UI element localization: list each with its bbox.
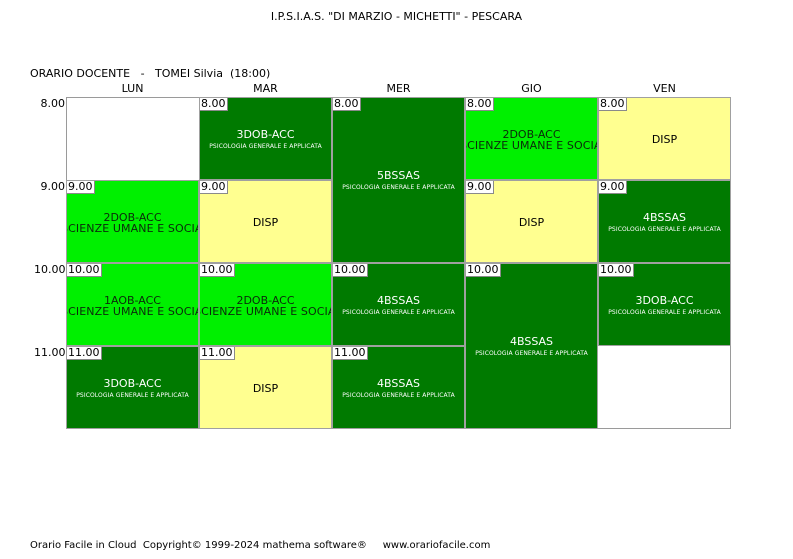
lesson-cell[interactable]: 11.00 DISP <box>199 346 332 429</box>
cell-time-tag: 8.00 <box>466 97 494 111</box>
cell-subject-label: SCIENZE UMANE E SOCIALI <box>67 304 198 318</box>
cell-subject-label: PSICOLOGIA GENERALE E APPLICATA <box>76 391 189 399</box>
lesson-cell[interactable]: 9.00 DISP <box>465 180 598 263</box>
cell-time-tag: 10.00 <box>466 263 501 277</box>
cell-class-label: 2DOB-ACC <box>502 127 561 141</box>
lesson-cell[interactable]: 10.00 1AOB-ACCSCIENZE UMANE E SOCIALI <box>66 263 199 346</box>
cell-time-tag: 8.00 <box>333 97 361 111</box>
footer-copyright: Orario Facile in Cloud Copyright© 1999-2… <box>30 540 491 551</box>
lesson-cell[interactable]: 8.00 2DOB-ACCSCIENZE UMANE E SOCIALI <box>465 97 598 180</box>
cell-class-label: 2DOB-ACC <box>236 293 295 307</box>
cell-time-tag: 9.00 <box>67 180 95 194</box>
cell-subject-label: PSICOLOGIA GENERALE E APPLICATA <box>209 142 322 150</box>
lesson-cell[interactable]: 8.00 3DOB-ACC PSICOLOGIA GENERALE E APPLIC… <box>199 97 332 180</box>
lesson-cell[interactable]: 8.00 DISP <box>598 97 731 180</box>
cell-class-label: DISP <box>252 215 279 229</box>
lesson-cell[interactable]: 9.00 2DOB-ACCSCIENZE UMANE E SOCIALI <box>66 180 199 263</box>
cell-class-label: 1AOB-ACC <box>104 293 161 307</box>
cell-subject-label: SCIENZE UMANE E SOCIALI <box>67 221 198 235</box>
lesson-cell[interactable]: 10.00 4BSSAS PSICOLOGIA GENERALE E APPLICA… <box>332 263 465 346</box>
hour-label: 11.00 <box>34 346 66 359</box>
cell-subject-label: SCIENZE UMANE E SOCIALI <box>200 304 331 318</box>
cell-subject-label: PSICOLOGIA GENERALE E APPLICATA <box>342 184 455 191</box>
cell-class-label: 3DOB-ACC <box>103 376 162 390</box>
hour-label: 8.00 <box>40 97 66 110</box>
teacher-heading: ORARIO DOCENTE - TOMEI Silvia (18:00) <box>30 67 271 80</box>
cell-time-tag: 9.00 <box>599 180 627 194</box>
lesson-cell[interactable]: 11.00 4BSSAS PSICOLOGIA GENERALE E APPLICA… <box>332 346 465 429</box>
lesson-cell[interactable]: 9.00 DISP <box>199 180 332 263</box>
cell-class-label: DISP <box>252 381 279 395</box>
cell-subject-label: SCIENZE UMANE E SOCIALI <box>466 138 597 152</box>
day-header-mer: MER <box>386 82 411 95</box>
cell-class-label: 5BSSAS <box>376 169 421 182</box>
cell-subject-label: PSICOLOGIA GENERALE E APPLICATA <box>342 391 455 399</box>
cell-time-tag: 8.00 <box>599 97 627 111</box>
cell-time-tag: 10.00 <box>333 263 368 277</box>
cell-time-tag: 9.00 <box>466 180 494 194</box>
lesson-cell[interactable]: 8.00 5BSSAS PSICOLOGIA GENERALE E APPLICAT… <box>332 97 465 263</box>
cell-class-label: 4BSSAS <box>376 293 421 307</box>
school-title: I.P.S.I.A.S. "DI MARZIO - MICHETTI" - PE… <box>270 10 523 23</box>
cell-subject-label: PSICOLOGIA GENERALE E APPLICATA <box>608 308 721 316</box>
lesson-cell[interactable]: 11.00 3DOB-ACC PSICOLOGIA GENERALE E APPLI… <box>66 346 199 429</box>
cell-class-label: 4BSSAS <box>376 376 421 390</box>
cell-time-tag: 11.00 <box>200 346 235 360</box>
day-header-gio: GIO <box>521 82 542 95</box>
lesson-cell[interactable]: 10.00 3DOB-ACC PSICOLOGIA GENERALE E APPLI… <box>598 263 731 346</box>
cell-time-tag: 10.00 <box>599 263 634 277</box>
cell-class-label: DISP <box>518 215 545 229</box>
cell-subject-label: PSICOLOGIA GENERALE E APPLICATA <box>608 225 721 233</box>
cell-subject-label: PSICOLOGIA GENERALE E APPLICATA <box>342 308 455 316</box>
hour-label: 9.00 <box>40 180 66 193</box>
lesson-cell[interactable]: 10.00 4BSSAS PSICOLOGIA GENERALE E APPLICA… <box>465 263 598 429</box>
cell-time-tag: 10.00 <box>200 263 235 277</box>
cell-class-label: 2DOB-ACC <box>103 210 162 224</box>
cell-time-tag: 11.00 <box>67 346 102 360</box>
cell-class-label: 4BSSAS <box>642 210 687 224</box>
cell-time-tag: 11.00 <box>333 346 368 360</box>
lesson-cell[interactable]: 9.00 4BSSAS PSICOLOGIA GENERALE E APPLICAT… <box>598 180 731 263</box>
cell-class-label: 3DOB-ACC <box>635 293 694 307</box>
lesson-cell[interactable]: 10.00 2DOB-ACCSCIENZE UMANE E SOCIALI <box>199 263 332 346</box>
cell-class-label: DISP <box>651 132 678 146</box>
day-header-lun: LUN <box>121 82 144 95</box>
cell-time-tag: 8.00 <box>200 97 228 111</box>
cell-time-tag: 10.00 <box>67 263 102 277</box>
hour-label: 10.00 <box>34 263 66 276</box>
day-header-ven: VEN <box>653 82 676 95</box>
cell-time-tag: 9.00 <box>200 180 228 194</box>
cell-class-label: 3DOB-ACC <box>236 127 295 141</box>
cell-class-label: 4BSSAS <box>509 335 554 348</box>
cell-subject-label: PSICOLOGIA GENERALE E APPLICATA <box>475 350 588 357</box>
day-header-mar: MAR <box>253 82 278 95</box>
